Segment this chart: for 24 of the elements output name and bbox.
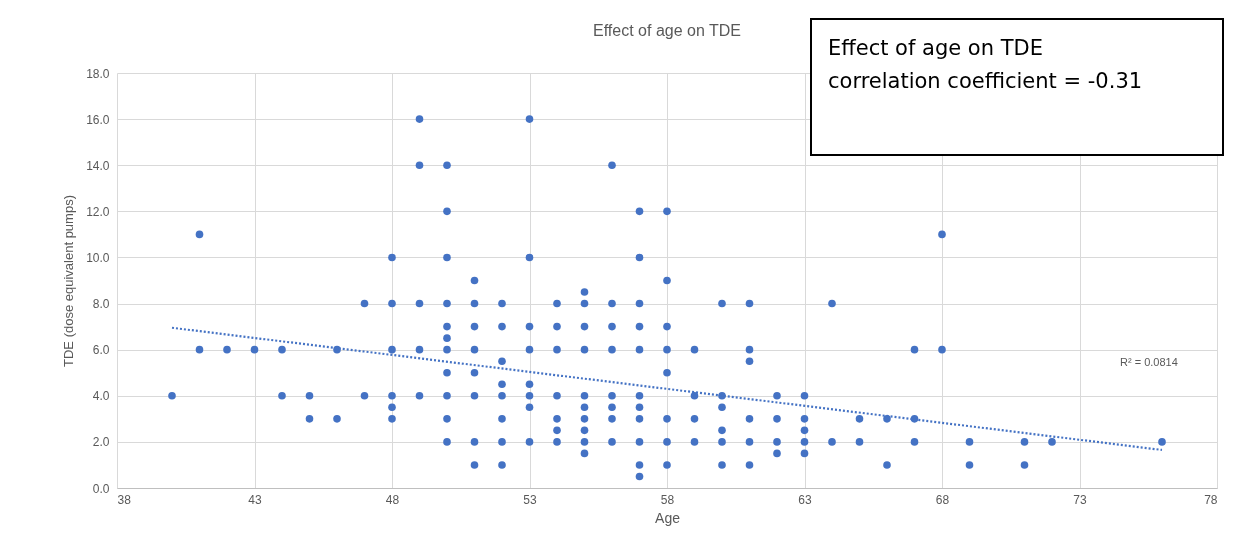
x-tick-label: 73 [1073,492,1087,507]
x-tick-label: 53 [523,492,537,507]
y-tick-label: 8.0 [92,297,110,312]
y-tick-label: 18.0 [86,66,110,81]
x-axis-title: Age [655,509,681,526]
x-tick-label: 63 [798,492,812,507]
annotation: R² = 0.0814 [1120,356,1178,368]
chart-title: Effect of age on TDE [593,22,741,39]
x-tick-label: 43 [248,492,262,507]
note-box: Effect of age on TDE correlation coefficient = -0.31 [810,18,1224,156]
y-tick-label: 12.0 [86,204,110,219]
y-tick-label: 10.0 [86,250,110,265]
x-tick-label: 58 [660,492,675,507]
x-tick-label: 68 [935,492,950,507]
y-tick-label: 16.0 [86,112,110,127]
x-tick-label: 48 [385,492,400,507]
y-tick-label: 0.0 [92,481,110,496]
y-tick-label: 4.0 [92,389,110,404]
x-tick-label: 38 [117,492,132,507]
y-tick-label: 6.0 [92,343,110,358]
y-tick-label: 14.0 [86,158,110,173]
x-tick-label: 78 [1204,492,1218,507]
y-axis-title: TDE (dose equivalent pumps) [61,195,77,367]
y-tick-label: 2.0 [92,435,110,450]
